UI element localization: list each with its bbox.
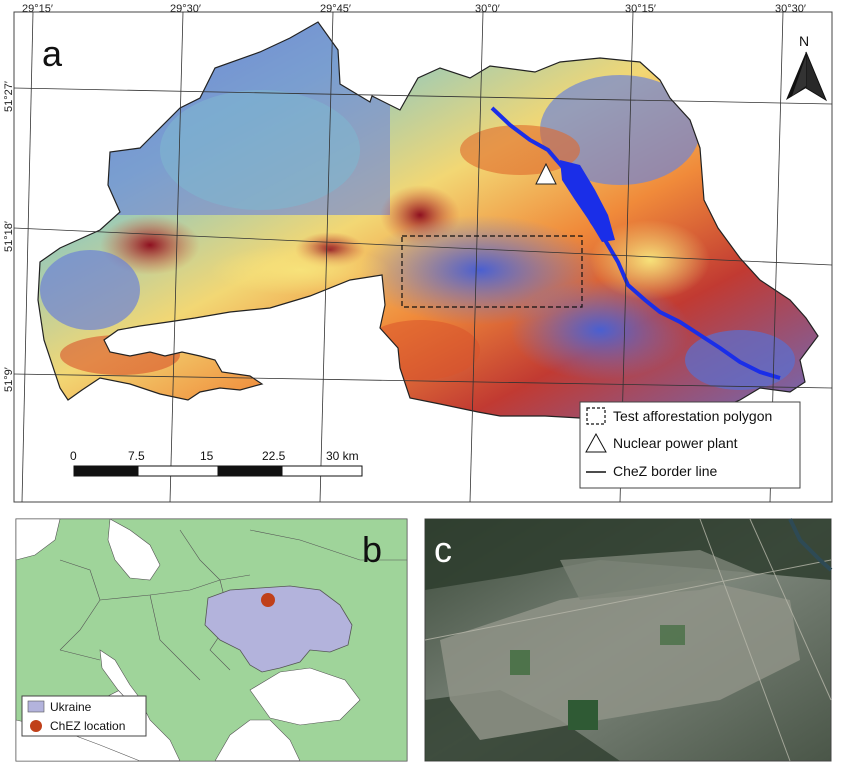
legend-label: Nuclear power plant xyxy=(613,435,738,451)
country-borders xyxy=(59,529,407,681)
panel-b-letter: b xyxy=(362,529,382,570)
scale-tick: 22.5 xyxy=(262,449,286,463)
legend-triangle-icon xyxy=(585,432,607,453)
legend-label: ChEZ location xyxy=(50,719,125,733)
lon-label: 29°30′ xyxy=(170,3,201,15)
legend-label: CheZ border line xyxy=(613,463,717,479)
nuclear-power-plant-marker xyxy=(535,162,557,185)
baltic-sea xyxy=(107,518,161,581)
forest-area xyxy=(425,519,831,590)
lon-label: 29°15′ xyxy=(22,3,53,15)
road-lines xyxy=(424,518,832,762)
ukraine-shape xyxy=(204,585,353,673)
panel-a-legend: Test afforestation polygon Nuclear power… xyxy=(579,401,801,489)
clearing-area xyxy=(440,580,800,740)
legend-dashed-rect-icon xyxy=(586,407,606,425)
graticule xyxy=(13,11,833,503)
black-sea xyxy=(249,667,361,726)
panel-a-letter: a xyxy=(42,33,63,74)
scale-bar: 0 7.5 15 22.5 30 km xyxy=(70,449,363,477)
scale-tick: 30 km xyxy=(326,449,359,463)
river-segment xyxy=(788,518,833,572)
north-label: N xyxy=(799,33,809,49)
legend-label: Ukraine xyxy=(50,700,92,714)
lat-label: 51°9′ xyxy=(3,367,15,392)
lon-label: 30°15′ xyxy=(625,3,656,15)
pripyat-river xyxy=(490,106,781,380)
panel-c-satellite: c xyxy=(424,518,833,762)
lon-label: 30°30′ xyxy=(775,3,806,15)
scale-tick: 7.5 xyxy=(128,449,145,463)
chez-location-marker xyxy=(261,593,275,607)
legend-ukraine-swatch xyxy=(27,700,45,713)
north-sea xyxy=(15,518,61,561)
young-forest-patch xyxy=(660,625,685,645)
lon-label: 29°45′ xyxy=(320,3,351,15)
cooling-pond xyxy=(560,160,615,242)
test-afforestation-polygon xyxy=(401,235,583,308)
panel-b-map: b Ukraine ChEZ location xyxy=(15,518,408,762)
young-forest-patch xyxy=(510,650,530,675)
scale-tick: 0 xyxy=(70,449,77,463)
lat-label: 51°27′ xyxy=(3,81,15,112)
lat-label: 51°18′ xyxy=(3,221,15,252)
young-forest-patch xyxy=(568,700,598,730)
legend-chez-dot-icon xyxy=(30,720,42,732)
clearing-area xyxy=(560,550,760,600)
panel-c-letter: c xyxy=(434,529,452,570)
north-arrow-icon xyxy=(786,51,828,102)
lon-label: 30°0′ xyxy=(475,3,500,15)
panel-b-legend: Ukraine ChEZ location xyxy=(21,695,147,737)
legend-label: Test afforestation polygon xyxy=(613,408,772,424)
panel-a-map: 29°15′ 29°30′ 29°45′ 30°0′ 30°15′ 30°30′… xyxy=(3,3,833,503)
scale-tick: 15 xyxy=(200,449,214,463)
